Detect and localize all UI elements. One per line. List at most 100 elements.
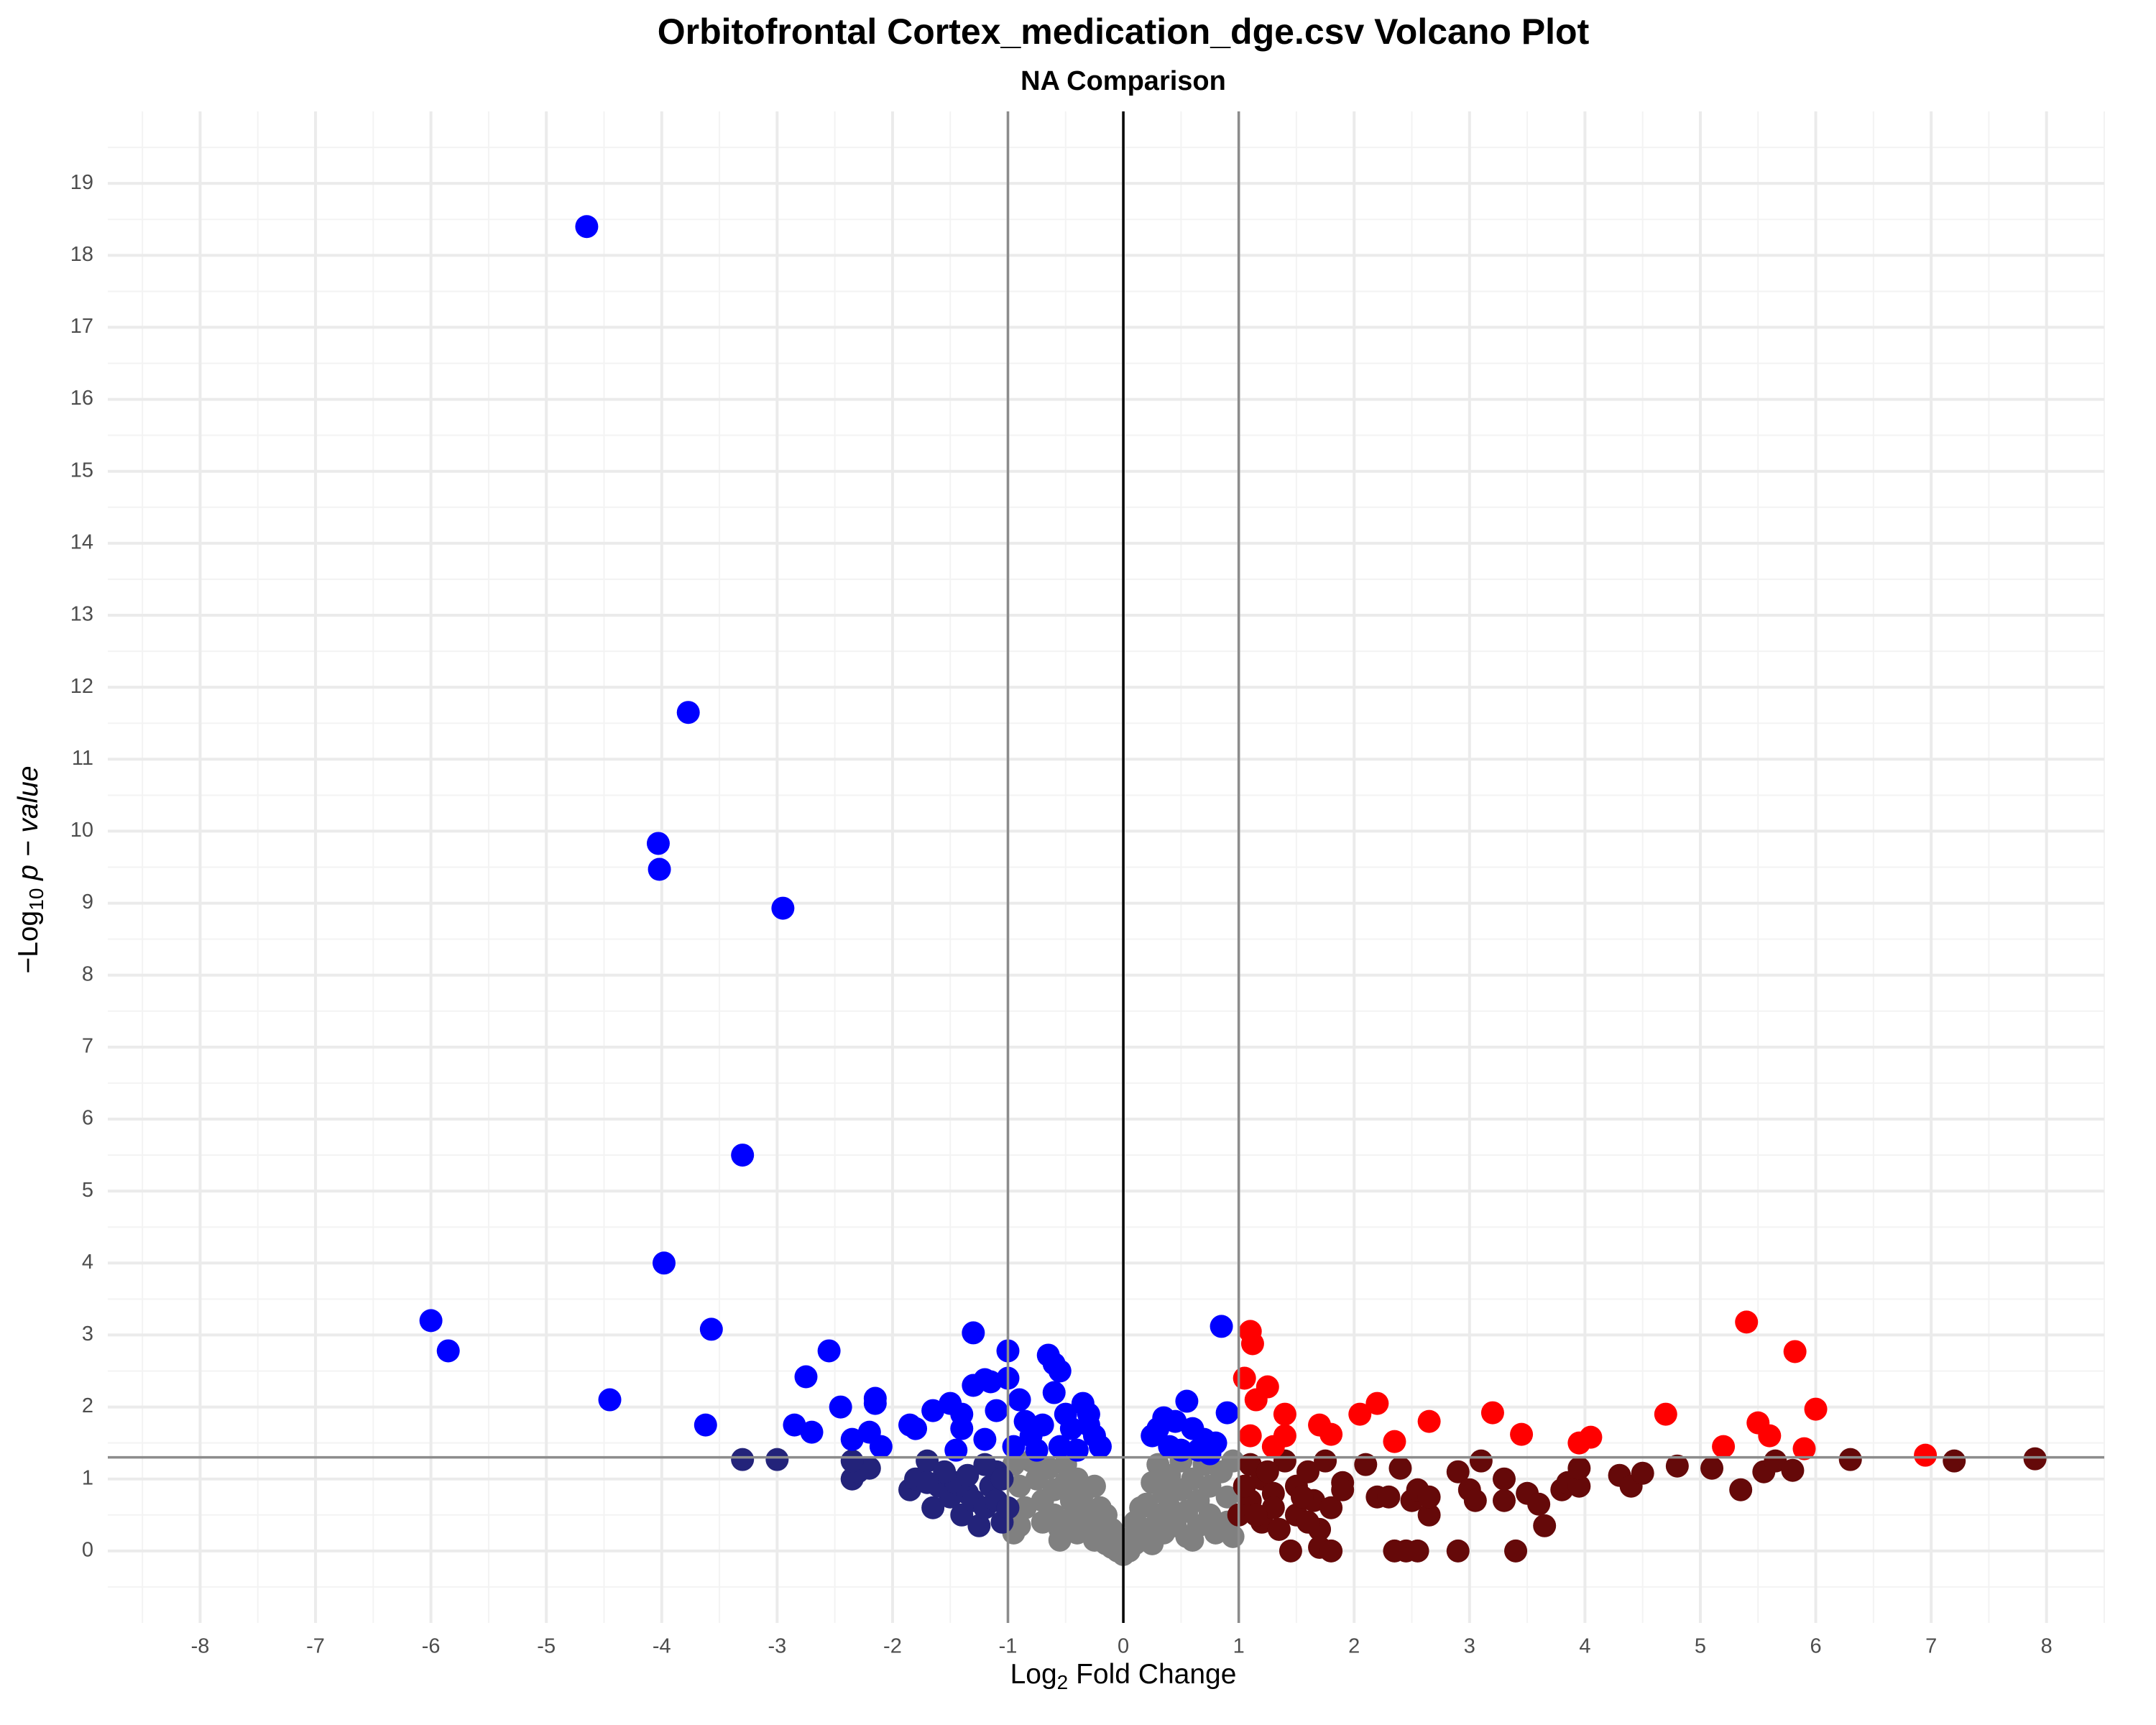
y-tick-label: 7 [82, 1035, 93, 1058]
point [1388, 1456, 1412, 1480]
point [1510, 1422, 1534, 1446]
point [1244, 1388, 1268, 1412]
x-tick-label: 4 [1579, 1635, 1590, 1658]
y-tick-label: 8 [82, 962, 93, 985]
point [1042, 1381, 1066, 1404]
point [1048, 1435, 1072, 1458]
point [1261, 1496, 1285, 1519]
point [419, 1309, 443, 1333]
point [1198, 1503, 1222, 1527]
point [829, 1395, 852, 1419]
point [1504, 1539, 1528, 1563]
point [1712, 1435, 1736, 1458]
x-tick-label: 1 [1233, 1635, 1245, 1658]
point [676, 701, 700, 724]
y-tick-label: 17 [70, 315, 93, 338]
y-tick-label: 14 [70, 531, 93, 554]
y-tick-label: 1 [82, 1466, 93, 1489]
point [1296, 1510, 1320, 1534]
x-tick-label: -4 [653, 1635, 671, 1658]
point [1567, 1456, 1591, 1480]
point [933, 1460, 957, 1484]
point [1665, 1454, 1689, 1478]
point [1088, 1435, 1112, 1458]
point [1631, 1461, 1654, 1485]
point [1261, 1435, 1285, 1458]
point [1082, 1474, 1106, 1498]
point [1215, 1485, 1239, 1509]
point [1417, 1485, 1441, 1509]
point [817, 1339, 841, 1363]
point [1446, 1539, 1470, 1563]
point [1158, 1496, 1181, 1519]
y-tick-label: 12 [70, 675, 93, 698]
y-axis-label: −Log10 p − value [13, 765, 47, 973]
x-label-subscript: 2 [1057, 1671, 1069, 1693]
y-tick-label: 10 [70, 819, 93, 842]
point [1783, 1340, 1807, 1363]
point [1233, 1474, 1256, 1498]
point [1273, 1402, 1296, 1426]
point [1296, 1460, 1320, 1484]
point [1331, 1478, 1355, 1501]
point [1943, 1449, 1966, 1473]
y-label-part: −Log [13, 911, 44, 974]
x-tick-label: 2 [1348, 1635, 1360, 1658]
point [904, 1417, 928, 1440]
point [944, 1438, 968, 1462]
y-tick-label: 5 [82, 1179, 93, 1202]
point [1013, 1496, 1037, 1519]
point [1354, 1453, 1378, 1476]
point [973, 1453, 997, 1476]
point [1106, 1524, 1130, 1548]
point [962, 1321, 985, 1345]
point [1579, 1425, 1603, 1449]
point [699, 1317, 723, 1341]
point [1290, 1485, 1314, 1509]
y-tick-label: 2 [82, 1394, 93, 1417]
y-label-subscript: 10 [25, 888, 47, 911]
point [694, 1413, 717, 1437]
point [1792, 1437, 1816, 1460]
point [1781, 1458, 1805, 1482]
point [1095, 1503, 1118, 1527]
y-tick-label: 15 [70, 459, 93, 482]
x-tick-label: -2 [883, 1635, 902, 1658]
point [1244, 1503, 1268, 1527]
point [1002, 1435, 1026, 1458]
y-tick-label: 13 [70, 603, 93, 626]
point [1198, 1442, 1222, 1466]
point [2023, 1447, 2047, 1471]
point [646, 832, 670, 855]
point [985, 1399, 1008, 1422]
point [1175, 1389, 1199, 1413]
point [921, 1399, 945, 1422]
point [1059, 1417, 1083, 1440]
point [1700, 1456, 1724, 1480]
y-tick-label: 6 [82, 1107, 93, 1130]
x-label-part: Fold Change [1068, 1659, 1236, 1690]
point [1406, 1539, 1429, 1563]
point [436, 1339, 460, 1363]
x-tick-label: -6 [422, 1635, 441, 1658]
point [1417, 1503, 1441, 1527]
point [783, 1413, 806, 1437]
point [840, 1427, 864, 1451]
point [1480, 1401, 1504, 1425]
point [1492, 1489, 1516, 1512]
point [1914, 1443, 1938, 1467]
point [1215, 1401, 1239, 1425]
x-tick-label: -3 [768, 1635, 786, 1658]
point [1319, 1539, 1343, 1563]
point [916, 1449, 939, 1473]
x-tick-label: -8 [191, 1635, 210, 1658]
point [1169, 1438, 1193, 1462]
point [1804, 1397, 1828, 1421]
point [1065, 1438, 1089, 1462]
point [979, 1370, 1003, 1394]
point [1164, 1409, 1187, 1433]
point [731, 1448, 755, 1471]
point [1221, 1524, 1245, 1548]
